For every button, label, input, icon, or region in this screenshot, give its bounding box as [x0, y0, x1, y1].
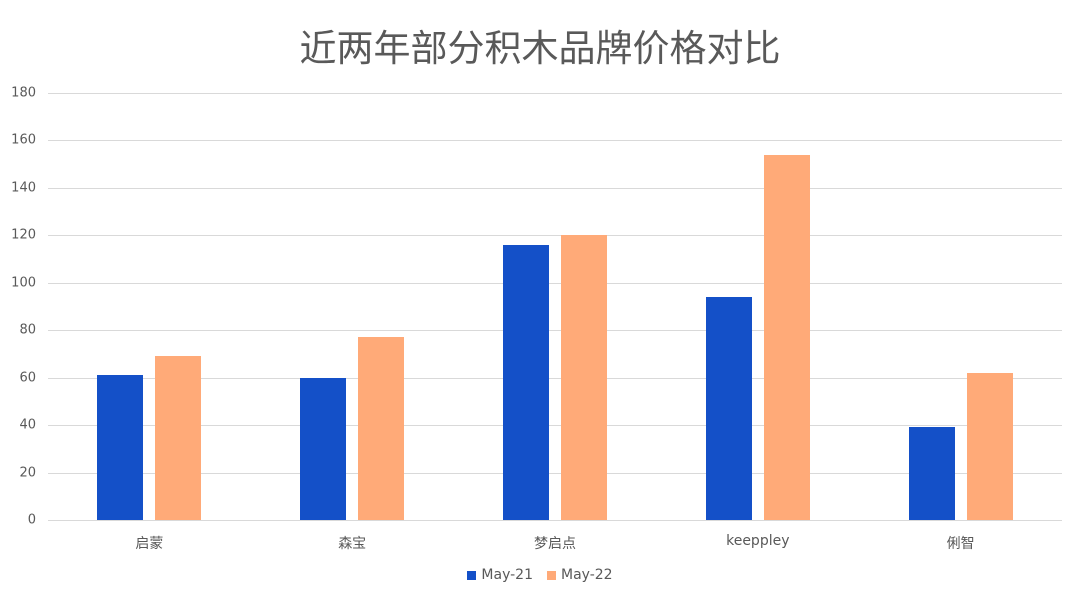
gridline	[48, 472, 1062, 474]
chart-title: 近两年部分积木品牌价格对比	[299, 27, 781, 70]
x-tick-label: 俐智	[946, 536, 975, 552]
x-tick-label: 森宝	[338, 536, 367, 552]
bar-may-22-2[interactable]	[561, 235, 607, 520]
bar-may-21-0[interactable]	[97, 375, 144, 520]
gridline	[48, 187, 1062, 189]
bar-may-22-4[interactable]	[966, 372, 1013, 520]
bar-may-22-0[interactable]	[155, 356, 202, 520]
gridline	[48, 140, 1062, 142]
x-tick-label: 梦启点	[534, 536, 576, 552]
bar-may-21-2[interactable]	[503, 244, 549, 520]
bar-may-21-4[interactable]	[908, 427, 955, 520]
y-tick-label: 20	[19, 465, 36, 481]
legend-label: May-22	[561, 567, 613, 583]
y-tick-label: 140	[11, 180, 36, 196]
y-tick-label: 80	[19, 322, 36, 338]
bar-may-21-1[interactable]	[300, 377, 347, 520]
gridline	[48, 282, 1062, 284]
legend-swatch-icon	[467, 570, 477, 580]
x-tick-label: 启蒙	[135, 536, 164, 552]
legend-label: May-21	[481, 567, 533, 583]
gridline	[48, 93, 1062, 94]
y-tick-label: 180	[11, 85, 36, 101]
bar-may-21-3[interactable]	[705, 297, 752, 520]
bar-may-22-1[interactable]	[358, 337, 405, 520]
y-tick-label: 160	[11, 132, 36, 148]
y-tick-label: 0	[27, 512, 36, 528]
y-tick-label: 60	[19, 370, 36, 386]
gridline	[48, 377, 1062, 379]
y-tick-label: 40	[19, 417, 36, 433]
y-tick-label: 100	[11, 275, 36, 291]
legend-item-may-22[interactable]: May-22	[547, 567, 613, 583]
plot-area	[48, 93, 1062, 521]
gridline	[48, 330, 1062, 332]
y-tick-label: 120	[11, 227, 36, 243]
bar-may-22-3[interactable]	[763, 154, 810, 520]
gridline	[48, 425, 1062, 427]
gridline	[48, 235, 1062, 237]
legend-swatch-icon	[547, 570, 556, 580]
x-tick-label: keeppley	[726, 533, 790, 549]
legend: May-21 May-22	[0, 567, 1080, 583]
legend-item-may-21[interactable]: May-21	[467, 567, 533, 583]
gridline	[48, 520, 1062, 521]
